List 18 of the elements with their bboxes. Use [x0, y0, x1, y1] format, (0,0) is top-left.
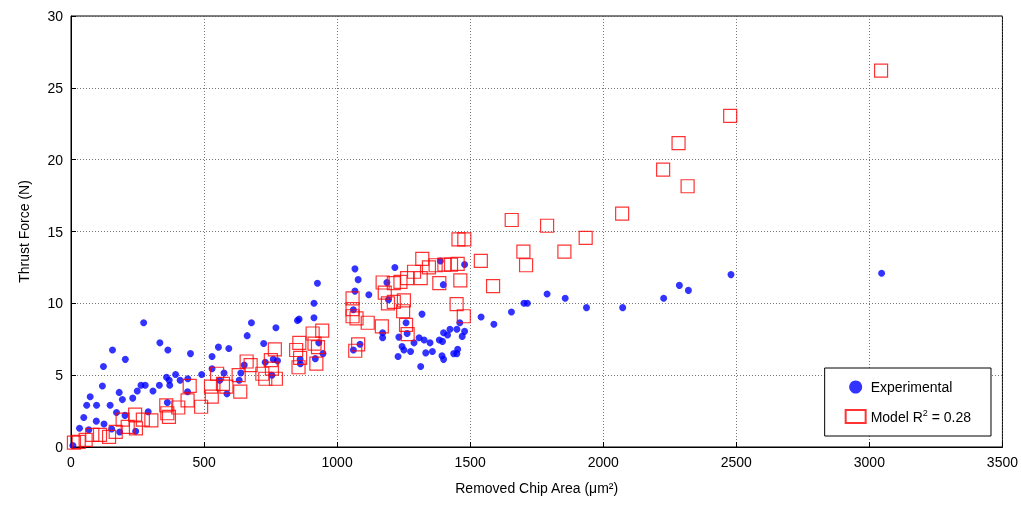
y-tick-label: 25	[47, 79, 64, 96]
x-axis-title: Removed Chip Area (μm²)	[455, 480, 619, 496]
y-axis-title: Thrust Force (N)	[16, 180, 32, 283]
x-tick-label: 1500	[454, 454, 486, 470]
x-tick-label: 2500	[720, 454, 753, 470]
y-tick-label: 30	[47, 8, 64, 24]
legend-label: Experimental	[870, 379, 953, 395]
y-tick-label: 10	[47, 295, 64, 312]
y-tick-label: 5	[55, 367, 64, 384]
x-tick-label: 1000	[321, 454, 353, 470]
x-tick-label: 3500	[986, 454, 1019, 470]
y-tick-label: 15	[47, 223, 64, 240]
x-tick-label: 0	[67, 454, 76, 470]
x-tick-label: 2000	[587, 454, 620, 470]
x-tick-label: 3000	[853, 454, 886, 470]
y-tick-label: 0	[55, 439, 64, 455]
x-tick-label: 500	[192, 454, 216, 470]
y-tick-label: 20	[47, 151, 64, 168]
